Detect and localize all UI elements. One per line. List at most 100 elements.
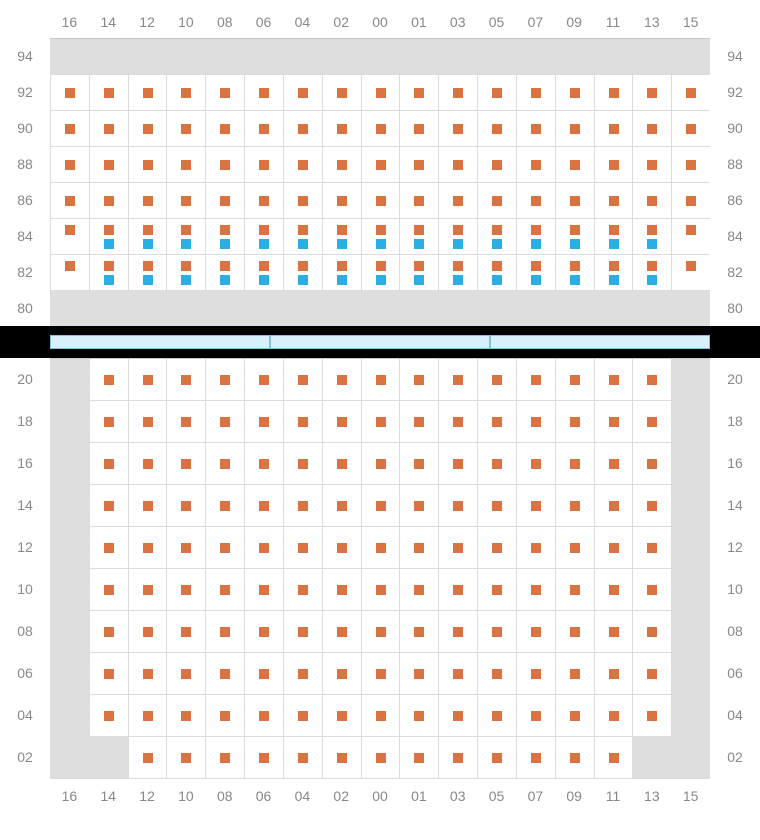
seat-cell[interactable] bbox=[244, 695, 283, 737]
seat-cell[interactable] bbox=[205, 147, 244, 183]
seat-cell[interactable] bbox=[166, 485, 205, 527]
seat-cell[interactable] bbox=[128, 219, 167, 255]
seat-cell[interactable] bbox=[399, 401, 438, 443]
seat-cell[interactable] bbox=[322, 255, 361, 291]
seat-cell[interactable] bbox=[555, 401, 594, 443]
seat-cell[interactable] bbox=[205, 737, 244, 779]
seat-cell[interactable] bbox=[283, 695, 322, 737]
seat-cell[interactable] bbox=[361, 653, 400, 695]
seat-cell[interactable] bbox=[166, 183, 205, 219]
seat-cell[interactable] bbox=[322, 219, 361, 255]
seat-cell[interactable] bbox=[438, 485, 477, 527]
seat-cell[interactable] bbox=[438, 611, 477, 653]
seat-cell[interactable] bbox=[322, 359, 361, 401]
seat-cell[interactable] bbox=[322, 147, 361, 183]
seat-cell[interactable] bbox=[283, 569, 322, 611]
seat-cell[interactable] bbox=[205, 653, 244, 695]
seat-cell[interactable] bbox=[89, 653, 128, 695]
seat-cell[interactable] bbox=[399, 255, 438, 291]
seat-cell[interactable] bbox=[244, 569, 283, 611]
seat-cell[interactable] bbox=[594, 653, 633, 695]
seat-cell[interactable] bbox=[89, 147, 128, 183]
seat-cell[interactable] bbox=[594, 569, 633, 611]
seat-cell[interactable] bbox=[244, 653, 283, 695]
seat-cell[interactable] bbox=[322, 527, 361, 569]
seat-cell[interactable] bbox=[205, 443, 244, 485]
seat-cell[interactable] bbox=[399, 75, 438, 111]
seat-cell[interactable] bbox=[283, 737, 322, 779]
seat-cell[interactable] bbox=[50, 255, 89, 291]
seat-cell[interactable] bbox=[632, 183, 671, 219]
seat-cell[interactable] bbox=[399, 569, 438, 611]
seat-cell[interactable] bbox=[438, 527, 477, 569]
seat-cell[interactable] bbox=[399, 443, 438, 485]
seat-cell[interactable] bbox=[89, 527, 128, 569]
seat-cell[interactable] bbox=[205, 569, 244, 611]
seat-cell[interactable] bbox=[89, 255, 128, 291]
seat-cell[interactable] bbox=[516, 147, 555, 183]
seat-cell[interactable] bbox=[516, 219, 555, 255]
seat-cell[interactable] bbox=[205, 527, 244, 569]
seat-cell[interactable] bbox=[516, 359, 555, 401]
seat-cell[interactable] bbox=[632, 695, 671, 737]
seat-cell[interactable] bbox=[166, 737, 205, 779]
seat-cell[interactable] bbox=[205, 111, 244, 147]
seat-cell[interactable] bbox=[632, 111, 671, 147]
seat-cell[interactable] bbox=[516, 401, 555, 443]
seat-cell[interactable] bbox=[477, 219, 516, 255]
seat-cell[interactable] bbox=[477, 359, 516, 401]
seat-cell[interactable] bbox=[399, 737, 438, 779]
seat-cell[interactable] bbox=[128, 111, 167, 147]
seat-cell[interactable] bbox=[166, 569, 205, 611]
seat-cell[interactable] bbox=[438, 569, 477, 611]
seat-cell[interactable] bbox=[361, 737, 400, 779]
seat-cell[interactable] bbox=[516, 611, 555, 653]
seat-cell[interactable] bbox=[477, 401, 516, 443]
seat-cell[interactable] bbox=[89, 359, 128, 401]
seat-cell[interactable] bbox=[89, 219, 128, 255]
seat-cell[interactable] bbox=[128, 611, 167, 653]
seat-cell[interactable] bbox=[205, 183, 244, 219]
seat-cell[interactable] bbox=[477, 75, 516, 111]
seat-cell[interactable] bbox=[399, 147, 438, 183]
seat-cell[interactable] bbox=[244, 183, 283, 219]
seat-cell[interactable] bbox=[361, 183, 400, 219]
seat-cell[interactable] bbox=[516, 183, 555, 219]
seat-cell[interactable] bbox=[361, 443, 400, 485]
seat-cell[interactable] bbox=[516, 569, 555, 611]
seat-cell[interactable] bbox=[361, 111, 400, 147]
seat-cell[interactable] bbox=[128, 147, 167, 183]
seat-cell[interactable] bbox=[244, 401, 283, 443]
seat-cell[interactable] bbox=[555, 527, 594, 569]
seat-cell[interactable] bbox=[89, 695, 128, 737]
seat-cell[interactable] bbox=[399, 611, 438, 653]
seat-cell[interactable] bbox=[128, 485, 167, 527]
seat-cell[interactable] bbox=[361, 695, 400, 737]
seat-cell[interactable] bbox=[555, 75, 594, 111]
seat-cell[interactable] bbox=[399, 485, 438, 527]
seat-cell[interactable] bbox=[594, 527, 633, 569]
seat-cell[interactable] bbox=[594, 611, 633, 653]
seat-cell[interactable] bbox=[438, 359, 477, 401]
seat-cell[interactable] bbox=[322, 183, 361, 219]
seat-cell[interactable] bbox=[128, 359, 167, 401]
seat-cell[interactable] bbox=[594, 401, 633, 443]
seat-cell[interactable] bbox=[244, 737, 283, 779]
seat-cell[interactable] bbox=[361, 219, 400, 255]
seat-cell[interactable] bbox=[166, 401, 205, 443]
seat-cell[interactable] bbox=[555, 485, 594, 527]
seat-cell[interactable] bbox=[594, 111, 633, 147]
seat-cell[interactable] bbox=[594, 147, 633, 183]
seat-cell[interactable] bbox=[671, 147, 710, 183]
seat-cell[interactable] bbox=[555, 183, 594, 219]
seat-cell[interactable] bbox=[399, 359, 438, 401]
seat-cell[interactable] bbox=[244, 527, 283, 569]
seat-cell[interactable] bbox=[477, 255, 516, 291]
seat-cell[interactable] bbox=[128, 569, 167, 611]
seat-cell[interactable] bbox=[632, 569, 671, 611]
seat-cell[interactable] bbox=[671, 183, 710, 219]
seat-cell[interactable] bbox=[632, 147, 671, 183]
seat-cell[interactable] bbox=[283, 653, 322, 695]
seat-cell[interactable] bbox=[128, 183, 167, 219]
seat-cell[interactable] bbox=[477, 147, 516, 183]
